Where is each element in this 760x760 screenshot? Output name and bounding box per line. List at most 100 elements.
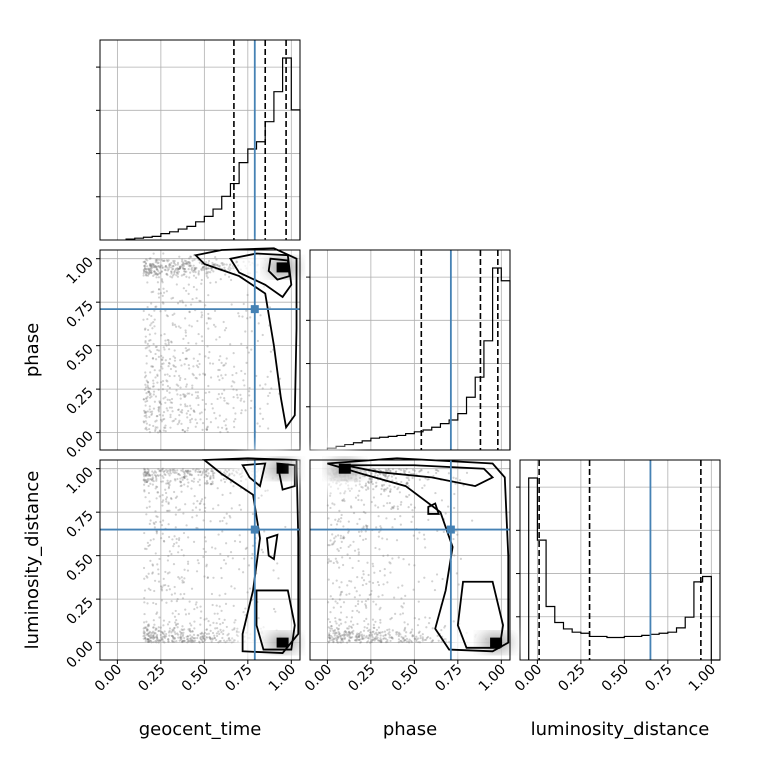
sample-point <box>159 630 162 633</box>
sample-point <box>205 565 208 568</box>
sample-point <box>399 468 403 472</box>
sample-point <box>155 305 158 308</box>
sample-point <box>338 632 341 636</box>
sample-point <box>338 624 341 627</box>
sample-point <box>146 472 149 475</box>
sample-point <box>154 632 157 635</box>
sample-point <box>367 470 371 473</box>
sample-point <box>417 600 420 603</box>
sample-point <box>195 342 198 345</box>
sample-point <box>143 264 146 267</box>
sample-point <box>332 541 335 544</box>
sample-point <box>203 637 206 640</box>
sample-point <box>368 635 371 638</box>
sample-point <box>145 547 148 551</box>
sample-point <box>176 271 179 274</box>
sample-point <box>179 633 182 636</box>
sample-point <box>143 589 147 592</box>
sample-point <box>164 401 167 404</box>
sample-point <box>208 636 211 639</box>
sample-point <box>347 639 350 643</box>
sample-point <box>148 427 151 431</box>
sample-point <box>154 426 157 429</box>
sample-point <box>160 468 164 471</box>
sample-point <box>152 393 155 396</box>
sample-point <box>372 468 375 471</box>
sample-point <box>151 265 154 268</box>
sample-point <box>169 264 172 267</box>
sample-point <box>193 607 196 611</box>
sample-point <box>203 618 206 621</box>
sample-point <box>229 516 232 519</box>
sample-point <box>190 624 193 627</box>
sample-point <box>152 538 155 541</box>
sample-point <box>152 480 155 483</box>
sample-point <box>161 532 164 535</box>
sample-point <box>233 474 236 477</box>
sample-point <box>168 386 172 389</box>
sample-point <box>174 609 177 613</box>
sample-point <box>186 635 189 638</box>
sample-point <box>153 470 157 473</box>
sample-point <box>335 631 338 635</box>
sample-point <box>210 640 213 643</box>
density-peak <box>276 262 289 273</box>
sample-point <box>173 626 176 630</box>
sample-point <box>226 430 229 434</box>
sample-point <box>205 428 209 431</box>
sample-point <box>258 384 262 387</box>
sample-point <box>191 639 194 642</box>
sample-point <box>212 621 215 624</box>
sample-point <box>367 629 370 632</box>
sample-point <box>184 403 187 406</box>
sample-point <box>205 428 208 431</box>
sample-point <box>409 503 413 506</box>
sample-point <box>352 629 355 632</box>
sample-point <box>178 630 182 633</box>
sample-point <box>171 639 174 642</box>
sample-point <box>182 264 186 268</box>
sample-point <box>408 471 411 474</box>
sample-point <box>382 473 386 477</box>
sample-point <box>203 373 206 377</box>
sample-point <box>154 476 158 479</box>
sample-point <box>223 471 226 474</box>
sample-point <box>219 396 222 399</box>
sample-point <box>182 475 186 479</box>
sample-point <box>409 639 413 643</box>
sample-point <box>154 602 158 606</box>
sample-point <box>401 584 404 587</box>
truth-marker <box>446 525 455 534</box>
sample-point <box>203 476 206 479</box>
sample-point <box>151 266 154 269</box>
sample-point <box>178 265 182 268</box>
sample-point <box>396 631 399 634</box>
sample-point <box>185 524 188 527</box>
sample-point <box>442 530 445 534</box>
sample-point <box>171 538 174 541</box>
sample-point <box>218 336 221 339</box>
sample-point <box>391 506 395 509</box>
sample-point <box>179 477 182 480</box>
sample-point <box>181 469 184 472</box>
sample-point <box>336 561 339 564</box>
sample-point <box>161 259 164 263</box>
sample-point <box>181 635 184 638</box>
sample-point <box>225 478 228 481</box>
sample-point <box>199 636 202 639</box>
sample-point <box>182 261 185 264</box>
sample-point <box>173 374 176 378</box>
sample-point <box>151 365 154 368</box>
sample-point <box>188 276 191 279</box>
sample-point <box>401 640 404 643</box>
sample-point <box>407 506 410 509</box>
sample-point <box>146 632 149 635</box>
sample-point <box>170 634 174 637</box>
sample-point <box>163 641 166 644</box>
sample-point <box>149 268 152 271</box>
sample-point <box>151 564 155 567</box>
sample-point <box>345 633 348 636</box>
sample-point <box>232 406 235 410</box>
sample-point <box>147 544 150 548</box>
sample-point <box>242 379 245 382</box>
